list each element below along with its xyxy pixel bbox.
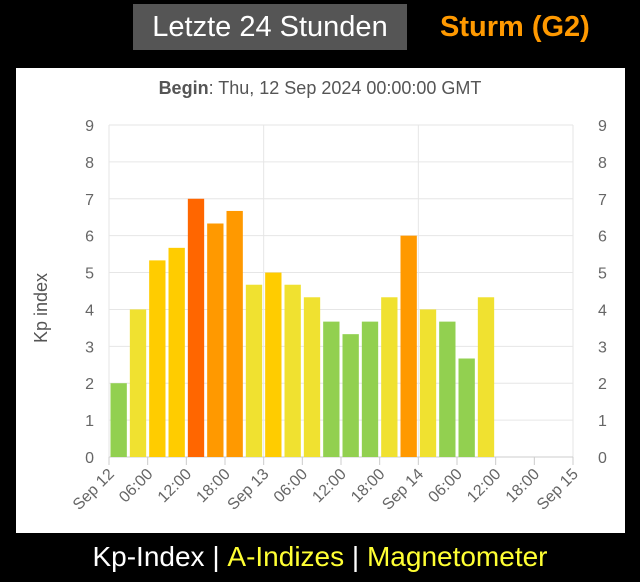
magnetometer-link[interactable]: Magnetometer [366, 541, 548, 572]
y-tick-label-right: 7 [598, 192, 607, 209]
kp-bar [226, 210, 243, 457]
y-tick-label-left: 8 [85, 155, 94, 172]
kp-bar [419, 309, 437, 457]
y-tick-label-left: 2 [85, 376, 94, 393]
y-tick-label-left: 7 [85, 192, 94, 209]
y-tick-label-left: 5 [85, 266, 94, 283]
kp-bar [149, 260, 166, 457]
kp-bar [439, 321, 456, 457]
kp-bar [303, 297, 321, 457]
kp-bar [129, 309, 147, 457]
y-tick-label-right: 6 [598, 229, 607, 246]
kp-bar [323, 321, 340, 457]
chart-title-prefix: Begin [159, 78, 209, 98]
y-tick-label-left: 0 [85, 450, 94, 467]
kp-bar [168, 247, 185, 457]
y-tick-label-right: 8 [598, 155, 607, 172]
kp-bar [458, 358, 475, 457]
kp-bar [265, 272, 282, 457]
x-tick-label: Sep 15 [534, 466, 582, 514]
y-tick-label-left: 6 [85, 229, 94, 246]
y-tick-label-right: 1 [598, 413, 607, 430]
y-tick-label-right: 0 [598, 450, 607, 467]
y-tick-label-right: 3 [598, 339, 607, 356]
footer-nav: Kp-Index | A-Indizes | Magnetometer [0, 536, 640, 578]
y-axis-label: Kp index [31, 273, 51, 343]
kp-bar [245, 284, 263, 457]
footer-separator: | [344, 541, 367, 572]
y-tick-label-left: 3 [85, 339, 94, 356]
footer-separator: | [204, 541, 228, 572]
kp-index-link[interactable]: Kp-Index [92, 541, 205, 572]
chart-title: Begin: Thu, 12 Sep 2024 00:00:00 GMT [159, 78, 482, 98]
kp-bar [284, 284, 301, 457]
x-tick-label: 12:00 [155, 466, 195, 506]
x-tick-label: Sep 12 [70, 466, 118, 514]
y-tick-label-left: 1 [85, 413, 94, 430]
x-tick-label: Sep 13 [225, 466, 273, 514]
chart-title-value: : Thu, 12 Sep 2024 00:00:00 GMT [209, 78, 482, 98]
a-indices-link[interactable]: A-Indizes [227, 541, 345, 572]
kp-bar [342, 334, 359, 457]
x-tick-label: 06:00 [271, 466, 311, 506]
kp-bar [400, 235, 417, 457]
kp-chart: Begin: Thu, 12 Sep 2024 00:00:00 GMT Kp … [31, 78, 607, 514]
kp-bar [477, 297, 495, 457]
y-tick-label-right: 9 [598, 118, 607, 135]
kp-bar [110, 383, 127, 457]
y-tick-label-right: 2 [598, 376, 607, 393]
kp-bar [207, 223, 224, 457]
y-tick-label-right: 4 [598, 302, 607, 319]
y-tick-label-left: 9 [85, 118, 94, 135]
y-tick-label-right: 5 [598, 266, 607, 283]
kp-bar [381, 297, 398, 457]
x-tick-label: 12:00 [464, 466, 504, 506]
x-tick-label: 06:00 [116, 466, 156, 506]
y-tick-label-left: 4 [85, 302, 94, 319]
x-tick-label: Sep 14 [379, 466, 427, 514]
storm-status: Sturm (G2) [440, 10, 590, 43]
period-title: Letzte 24 Stunden [133, 4, 407, 50]
x-tick-label: 12:00 [309, 466, 349, 506]
x-tick-label: 06:00 [425, 466, 465, 506]
kp-chart-panel: Begin: Thu, 12 Sep 2024 00:00:00 GMT Kp … [16, 68, 625, 533]
kp-bar [187, 198, 205, 457]
kp-bar [361, 321, 379, 457]
